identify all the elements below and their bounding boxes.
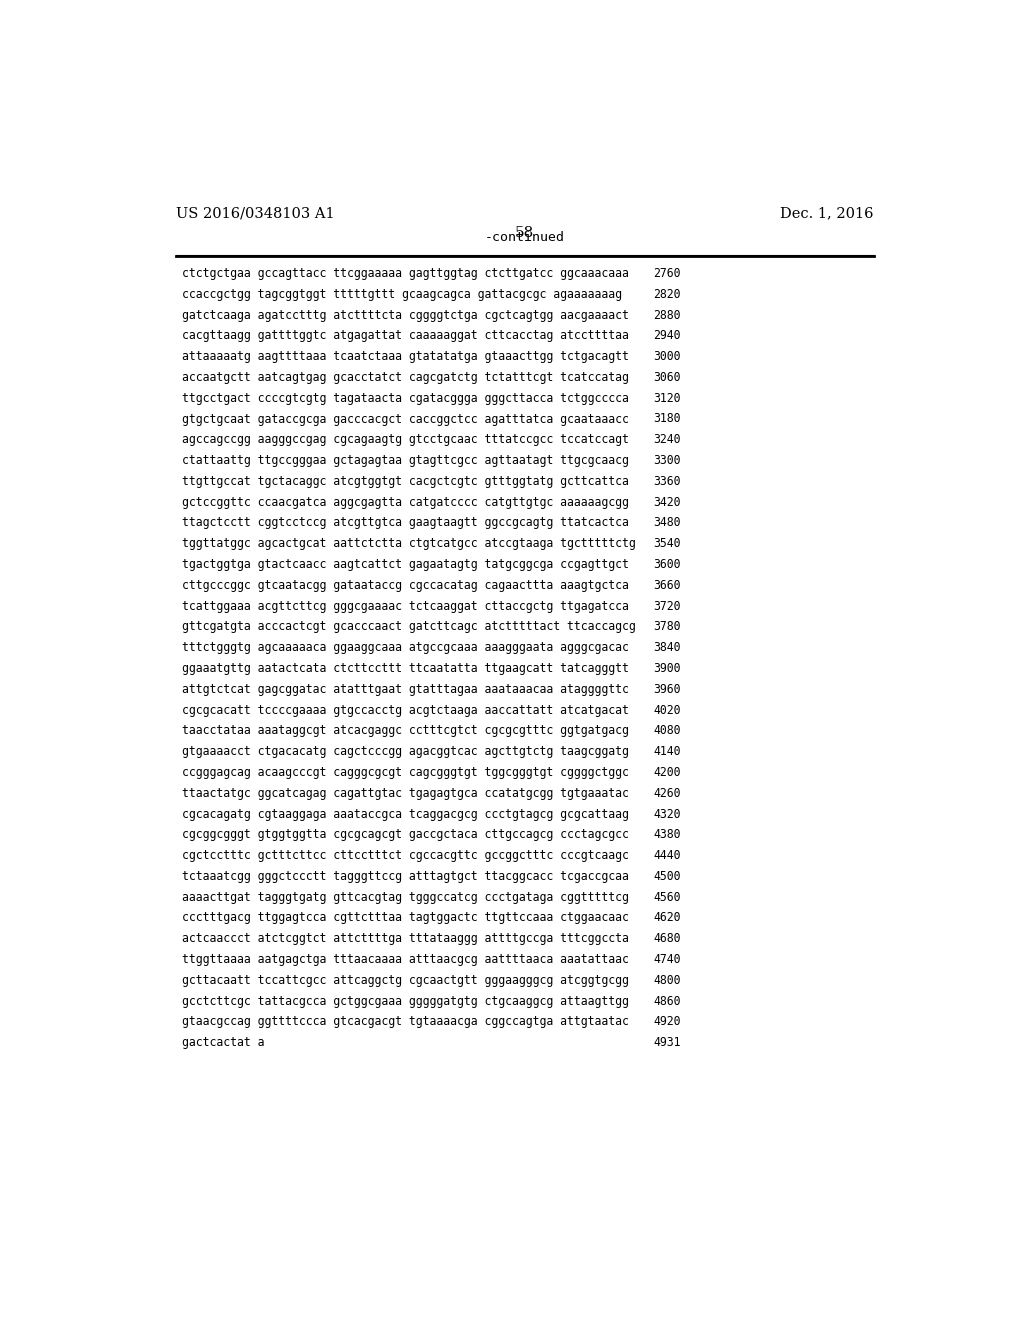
- Text: 4140: 4140: [653, 744, 681, 758]
- Text: 4500: 4500: [653, 870, 681, 883]
- Text: gtgctgcaat gataccgcga gacccacgct caccggctcc agatttatca gcaataaacc: gtgctgcaat gataccgcga gacccacgct caccggc…: [182, 412, 629, 425]
- Text: gcttacaatt tccattcgcc attcaggctg cgcaactgtt gggaagggcg atcggtgcgg: gcttacaatt tccattcgcc attcaggctg cgcaact…: [182, 974, 629, 987]
- Text: 3000: 3000: [653, 350, 681, 363]
- Text: 4080: 4080: [653, 725, 681, 738]
- Text: 4800: 4800: [653, 974, 681, 987]
- Text: gactcactat a: gactcactat a: [182, 1036, 265, 1049]
- Text: 3480: 3480: [653, 516, 681, 529]
- Text: 3780: 3780: [653, 620, 681, 634]
- Text: tgactggtga gtactcaacc aagtcattct gagaatagtg tatgcggcga ccgagttgct: tgactggtga gtactcaacc aagtcattct gagaata…: [182, 558, 629, 572]
- Text: 3060: 3060: [653, 371, 681, 384]
- Text: 4320: 4320: [653, 808, 681, 821]
- Text: 4440: 4440: [653, 849, 681, 862]
- Text: taacctataa aaataggcgt atcacgaggc cctttcgtct cgcgcgtttc ggtgatgacg: taacctataa aaataggcgt atcacgaggc cctttcg…: [182, 725, 629, 738]
- Text: 4680: 4680: [653, 932, 681, 945]
- Text: attgtctcat gagcggatac atatttgaat gtatttagaa aaataaacaa ataggggttc: attgtctcat gagcggatac atatttgaat gtattta…: [182, 682, 629, 696]
- Text: ccctttgacg ttggagtcca cgttctttaa tagtggactc ttgttccaaa ctggaacaac: ccctttgacg ttggagtcca cgttctttaa tagtgga…: [182, 911, 629, 924]
- Text: ctattaattg ttgccgggaa gctagagtaa gtagttcgcc agttaatagt ttgcgcaacg: ctattaattg ttgccgggaa gctagagtaa gtagttc…: [182, 454, 629, 467]
- Text: cgcacagatg cgtaaggaga aaataccgca tcaggacgcg ccctgtagcg gcgcattaag: cgcacagatg cgtaaggaga aaataccgca tcaggac…: [182, 808, 629, 821]
- Text: 4740: 4740: [653, 953, 681, 966]
- Text: 3540: 3540: [653, 537, 681, 550]
- Text: 4200: 4200: [653, 766, 681, 779]
- Text: cttgcccggc gtcaatacgg gataataccg cgccacatag cagaacttta aaagtgctca: cttgcccggc gtcaatacgg gataataccg cgccaca…: [182, 579, 629, 591]
- Text: 3420: 3420: [653, 496, 681, 508]
- Text: ttgttgccat tgctacaggc atcgtggtgt cacgctcgtc gtttggtatg gcttcattca: ttgttgccat tgctacaggc atcgtggtgt cacgctc…: [182, 475, 629, 488]
- Text: 4931: 4931: [653, 1036, 681, 1049]
- Text: 3960: 3960: [653, 682, 681, 696]
- Text: 3120: 3120: [653, 392, 681, 405]
- Text: ttggttaaaa aatgagctga tttaacaaaa atttaacgcg aattttaaca aaatattaac: ttggttaaaa aatgagctga tttaacaaaa atttaac…: [182, 953, 629, 966]
- Text: 3840: 3840: [653, 642, 681, 655]
- Text: ctctgctgaa gccagttacc ttcggaaaaa gagttggtag ctcttgatcc ggcaaacaaa: ctctgctgaa gccagttacc ttcggaaaaa gagttgg…: [182, 267, 629, 280]
- Text: gttcgatgta acccactcgt gcacccaact gatcttcagc atctttttact ttcaccagcg: gttcgatgta acccactcgt gcacccaact gatcttc…: [182, 620, 636, 634]
- Text: ggaaatgttg aatactcata ctcttccttt ttcaatatta ttgaagcatt tatcagggtt: ggaaatgttg aatactcata ctcttccttt ttcaata…: [182, 663, 629, 675]
- Text: cacgttaagg gattttggtc atgagattat caaaaaggat cttcacctag atccttttaa: cacgttaagg gattttggtc atgagattat caaaaag…: [182, 330, 629, 342]
- Text: 3900: 3900: [653, 663, 681, 675]
- Text: gtaacgccag ggttttccca gtcacgacgt tgtaaaacga cggccagtga attgtaatac: gtaacgccag ggttttccca gtcacgacgt tgtaaaa…: [182, 1015, 629, 1028]
- Text: -continued: -continued: [484, 231, 565, 244]
- Text: ttgcctgact ccccgtcgtg tagataacta cgatacggga gggcttacca tctggcccca: ttgcctgact ccccgtcgtg tagataacta cgatacg…: [182, 392, 629, 405]
- Text: tttctgggtg agcaaaaaca ggaaggcaaa atgccgcaaa aaagggaata agggcgacac: tttctgggtg agcaaaaaca ggaaggcaaa atgccgc…: [182, 642, 629, 655]
- Text: ttagctcctt cggtcctccg atcgttgtca gaagtaagtt ggccgcagtg ttatcactca: ttagctcctt cggtcctccg atcgttgtca gaagtaa…: [182, 516, 629, 529]
- Text: gtgaaaacct ctgacacatg cagctcccgg agacggtcac agcttgtctg taagcggatg: gtgaaaacct ctgacacatg cagctcccgg agacggt…: [182, 744, 629, 758]
- Text: 58: 58: [515, 226, 535, 240]
- Text: tggttatggc agcactgcat aattctctta ctgtcatgcc atccgtaaga tgctttttctg: tggttatggc agcactgcat aattctctta ctgtcat…: [182, 537, 636, 550]
- Text: 4860: 4860: [653, 995, 681, 1007]
- Text: 4020: 4020: [653, 704, 681, 717]
- Text: ccgggagcag acaagcccgt cagggcgcgt cagcgggtgt tggcgggtgt cggggctggc: ccgggagcag acaagcccgt cagggcgcgt cagcggg…: [182, 766, 629, 779]
- Text: agccagccgg aagggccgag cgcagaagtg gtcctgcaac tttatccgcc tccatccagt: agccagccgg aagggccgag cgcagaagtg gtcctgc…: [182, 433, 629, 446]
- Text: 3720: 3720: [653, 599, 681, 612]
- Text: 2760: 2760: [653, 267, 681, 280]
- Text: 2820: 2820: [653, 288, 681, 301]
- Text: gatctcaaga agatcctttg atcttttcta cggggtctga cgctcagtgg aacgaaaact: gatctcaaga agatcctttg atcttttcta cggggtc…: [182, 309, 629, 322]
- Text: accaatgctt aatcagtgag gcacctatct cagcgatctg tctatttcgt tcatccatag: accaatgctt aatcagtgag gcacctatct cagcgat…: [182, 371, 629, 384]
- Text: ttaactatgc ggcatcagag cagattgtac tgagagtgca ccatatgcgg tgtgaaatac: ttaactatgc ggcatcagag cagattgtac tgagagt…: [182, 787, 629, 800]
- Text: 3360: 3360: [653, 475, 681, 488]
- Text: 3660: 3660: [653, 579, 681, 591]
- Text: attaaaaatg aagttttaaa tcaatctaaa gtatatatga gtaaacttgg tctgacagtt: attaaaaatg aagttttaaa tcaatctaaa gtatata…: [182, 350, 629, 363]
- Text: gctccggttc ccaacgatca aggcgagtta catgatcccc catgttgtgc aaaaaagcgg: gctccggttc ccaacgatca aggcgagtta catgatc…: [182, 496, 629, 508]
- Text: 2940: 2940: [653, 330, 681, 342]
- Text: 4620: 4620: [653, 911, 681, 924]
- Text: aaaacttgat tagggtgatg gttcacgtag tgggccatcg ccctgataga cggtttttcg: aaaacttgat tagggtgatg gttcacgtag tgggcca…: [182, 891, 629, 904]
- Text: 4260: 4260: [653, 787, 681, 800]
- Text: 3600: 3600: [653, 558, 681, 572]
- Text: tctaaatcgg gggctccctt tagggttccg atttagtgct ttacggcacc tcgaccgcaa: tctaaatcgg gggctccctt tagggttccg atttagt…: [182, 870, 629, 883]
- Text: 3240: 3240: [653, 433, 681, 446]
- Text: tcattggaaa acgttcttcg gggcgaaaac tctcaaggat cttaccgctg ttgagatcca: tcattggaaa acgttcttcg gggcgaaaac tctcaag…: [182, 599, 629, 612]
- Text: actcaaccct atctcggtct attcttttga tttataaggg attttgccga tttcggccta: actcaaccct atctcggtct attcttttga tttataa…: [182, 932, 629, 945]
- Text: US 2016/0348103 A1: US 2016/0348103 A1: [176, 206, 335, 220]
- Text: Dec. 1, 2016: Dec. 1, 2016: [780, 206, 873, 220]
- Text: 3300: 3300: [653, 454, 681, 467]
- Text: cgcgcacatt tccccgaaaa gtgccacctg acgtctaaga aaccattatt atcatgacat: cgcgcacatt tccccgaaaa gtgccacctg acgtcta…: [182, 704, 629, 717]
- Text: 2880: 2880: [653, 309, 681, 322]
- Text: 4380: 4380: [653, 829, 681, 841]
- Text: 4920: 4920: [653, 1015, 681, 1028]
- Text: 3180: 3180: [653, 412, 681, 425]
- Text: cgcggcgggt gtggtggtta cgcgcagcgt gaccgctaca cttgccagcg ccctagcgcc: cgcggcgggt gtggtggtta cgcgcagcgt gaccgct…: [182, 829, 629, 841]
- Text: ccaccgctgg tagcggtggt tttttgttt gcaagcagca gattacgcgc agaaaaaaag: ccaccgctgg tagcggtggt tttttgttt gcaagcag…: [182, 288, 623, 301]
- Text: gcctcttcgc tattacgcca gctggcgaaa gggggatgtg ctgcaaggcg attaagttgg: gcctcttcgc tattacgcca gctggcgaaa gggggat…: [182, 995, 629, 1007]
- Text: 4560: 4560: [653, 891, 681, 904]
- Text: cgctcctttc gctttcttcc cttcctttct cgccacgttc gccggctttc cccgtcaagc: cgctcctttc gctttcttcc cttcctttct cgccacg…: [182, 849, 629, 862]
